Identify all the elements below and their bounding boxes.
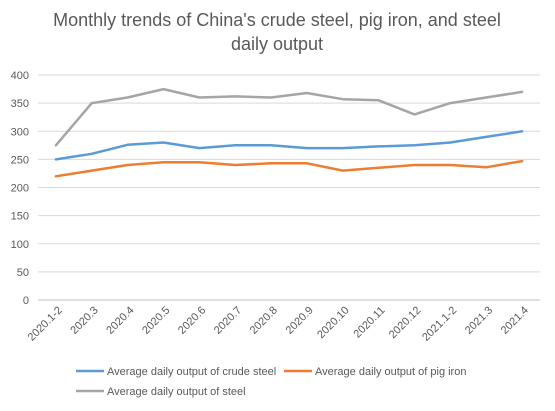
- gridlines: [38, 74, 540, 301]
- x-tick-label: 2020.8: [248, 304, 280, 336]
- x-tick-label: 2020.4: [104, 304, 136, 336]
- x-tick-label: 2021.3: [463, 304, 495, 336]
- y-tick-label: 50: [17, 267, 29, 279]
- x-tick-label: 2021.4: [499, 304, 531, 336]
- series-line-2: [54, 87, 524, 147]
- y-tick-label: 150: [11, 211, 29, 223]
- chart-title-line-1: Monthly trends of China's crude steel, p…: [53, 10, 501, 30]
- x-tick-label: 2020.10: [315, 304, 352, 341]
- series-line-1: [54, 159, 524, 178]
- legend-label-1: Average daily output of pig iron: [315, 366, 466, 378]
- x-tick-label: 2020.5: [140, 304, 172, 336]
- legend-label-2: Average daily output of steel: [107, 386, 246, 398]
- series-lines: [54, 87, 524, 178]
- x-tick-label: 2020.9: [284, 304, 316, 336]
- x-tick-label: 2020.11: [352, 304, 388, 340]
- y-axis: 0 50 100 150 200 250 300 350 400: [11, 70, 29, 307]
- y-tick-label: 350: [11, 98, 29, 110]
- chart-title-line-2: daily output: [231, 34, 323, 54]
- x-tick-label: 2020.7: [212, 304, 244, 336]
- x-tick-label: 2020.3: [68, 304, 100, 336]
- y-tick-label: 0: [23, 295, 29, 307]
- y-tick-label: 400: [11, 70, 29, 82]
- x-tick-label: 2020.1-2: [26, 304, 65, 343]
- x-axis: 2020.1-2 2020.3 2020.4 2020.5 2020.6 2020.7 20…: [26, 299, 540, 344]
- y-tick-label: 100: [11, 239, 29, 251]
- legend-label-0: Average daily output of crude steel: [107, 366, 276, 378]
- x-tick-label: 2020.6: [176, 304, 208, 336]
- y-tick-label: 200: [11, 183, 29, 195]
- y-tick-label: 300: [11, 126, 29, 138]
- series-line-0: [54, 130, 524, 161]
- x-tick-label: 2020.12: [387, 304, 424, 341]
- x-tick-label: 2021.1-2: [420, 304, 459, 343]
- legend: Average daily output of crude steel Avera…: [76, 366, 466, 398]
- y-tick-label: 250: [11, 154, 29, 166]
